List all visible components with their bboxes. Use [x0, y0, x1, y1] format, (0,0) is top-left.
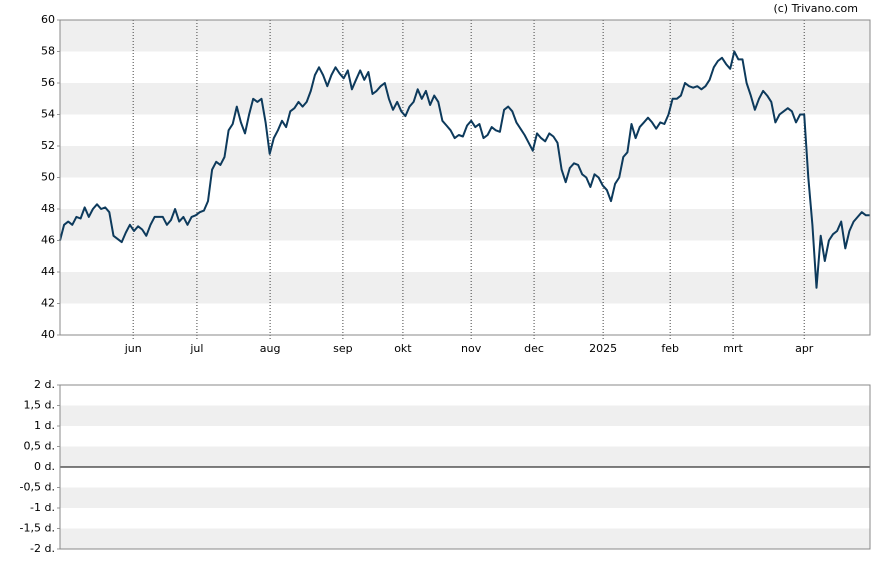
grid-band [60, 146, 870, 178]
credit: (c) Trivano.com [773, 2, 858, 15]
x-tick-label: apr [795, 342, 814, 355]
grid-band [60, 20, 870, 52]
x-tick-label: jul [189, 342, 203, 355]
y-tick-label: 1,5 d. [24, 399, 55, 412]
grid-band [60, 528, 870, 549]
y-tick-label: 2 d. [34, 378, 55, 391]
y-tick-label: 60 [41, 13, 55, 26]
plot-border [59, 384, 871, 550]
y-tick-label: 1 d. [34, 419, 55, 432]
y-tick-label: -2 d. [30, 542, 55, 555]
y-tick-label: 48 [41, 202, 55, 215]
x-tick-label: feb [661, 342, 679, 355]
grid-band [60, 209, 870, 241]
grid-band [60, 272, 870, 304]
y-tick-label: 58 [41, 45, 55, 58]
x-tick-label: okt [394, 342, 412, 355]
y-tick-label: 54 [41, 108, 55, 121]
grid-band [60, 446, 870, 467]
x-tick-label: mrt [723, 342, 743, 355]
y-tick-label: 0,5 d. [24, 440, 55, 453]
grid-band [60, 83, 870, 115]
y-tick-label: 56 [41, 76, 55, 89]
grid-band [60, 405, 870, 426]
x-tick-label: 2025 [589, 342, 617, 355]
y-tick-label: 46 [41, 234, 55, 247]
y-tick-label: -1,5 d. [20, 522, 55, 535]
y-tick-label: -1 d. [30, 501, 55, 514]
price-line [59, 50, 870, 289]
x-tick-label: sep [333, 342, 352, 355]
y-tick-label: 50 [41, 171, 55, 184]
y-tick-label: 44 [41, 265, 55, 278]
x-tick-label: aug [260, 342, 281, 355]
plot-border [59, 19, 871, 336]
y-tick-label: 40 [41, 328, 55, 341]
grid-band [60, 487, 870, 508]
y-tick-label: 42 [41, 297, 55, 310]
x-tick-label: nov [461, 342, 482, 355]
y-tick-label: -0,5 d. [20, 481, 55, 494]
y-tick-label: 0 d. [34, 460, 55, 473]
x-tick-label: jun [124, 342, 142, 355]
y-tick-label: 52 [41, 139, 55, 152]
x-tick-label: dec [524, 342, 544, 355]
